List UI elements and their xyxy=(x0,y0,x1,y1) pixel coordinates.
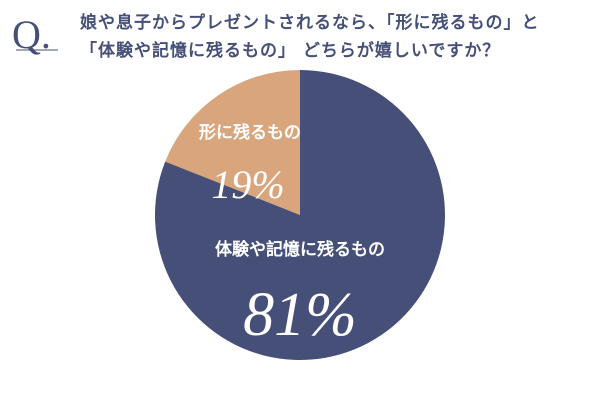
pie-slice xyxy=(154,70,445,360)
pie-slice xyxy=(165,70,300,215)
value-label: 19% xyxy=(211,162,284,207)
value-label: 81% xyxy=(243,281,357,349)
slice-label: 形に残るもの xyxy=(199,122,301,143)
title-line: 「体験や記憶に残るもの」 どちらが嬉しいですか？ xyxy=(80,40,500,61)
title-line: 娘や息子からプレゼントされるなら、「形に残るもの」と xyxy=(80,12,540,33)
slice-label: 体験や記憶に残るもの xyxy=(215,239,385,260)
